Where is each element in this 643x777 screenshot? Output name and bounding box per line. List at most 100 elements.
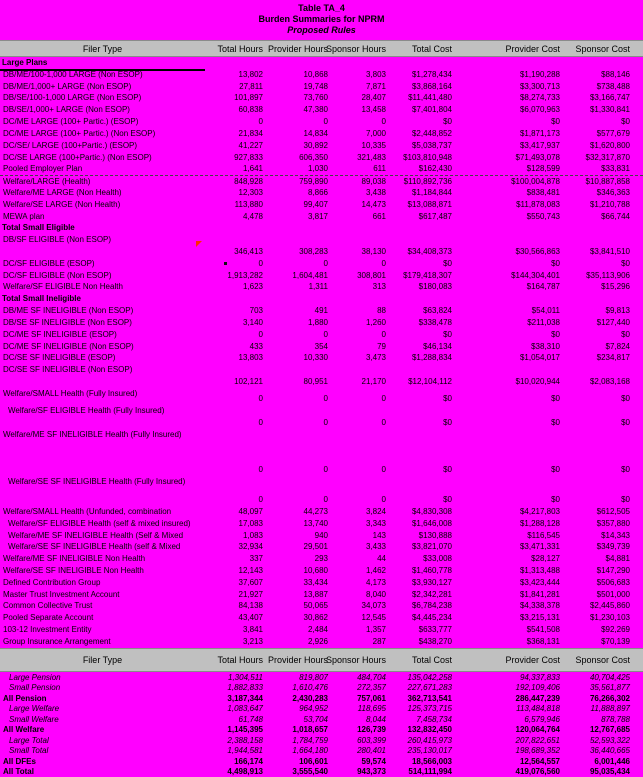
cell-value[interactable]: $738,488 bbox=[596, 81, 630, 91]
summary-cell-value[interactable]: 603,399 bbox=[357, 735, 386, 745]
cell-value[interactable]: 293 bbox=[314, 554, 328, 564]
summary-cell-value[interactable]: 878,788 bbox=[601, 714, 630, 724]
cell-value[interactable]: $10,887,858 bbox=[585, 177, 631, 187]
summary-cell-value[interactable]: 95,035,434 bbox=[589, 767, 630, 777]
cell-value[interactable]: $66,744 bbox=[601, 211, 630, 221]
cell-value[interactable]: $10,020,944 bbox=[515, 376, 561, 386]
cell-value[interactable]: 0 bbox=[323, 494, 328, 504]
cell-value[interactable]: $4,217,803 bbox=[519, 506, 560, 516]
summary-cell-value[interactable]: 12,564,557 bbox=[519, 756, 560, 766]
cell-value[interactable]: 0 bbox=[323, 418, 328, 428]
cell-value[interactable]: 60,838 bbox=[238, 105, 263, 115]
cell-value[interactable]: 0 bbox=[258, 418, 263, 428]
cell-value[interactable]: $30,566,863 bbox=[515, 246, 561, 256]
cell-value[interactable]: 1,260 bbox=[365, 317, 386, 327]
row-label[interactable]: DB/ME SF INELIGIBLE (Non ESOP) bbox=[3, 306, 134, 316]
cell-value[interactable]: $4,830,308 bbox=[411, 506, 452, 516]
summary-cell-value[interactable]: 2,430,283 bbox=[292, 693, 328, 703]
cell-value[interactable]: $1,841,281 bbox=[519, 589, 560, 599]
cell-value[interactable]: $0 bbox=[551, 418, 560, 428]
cell-value[interactable]: $0 bbox=[621, 465, 630, 475]
cell-value[interactable]: $3,821,070 bbox=[411, 542, 452, 552]
summary-cell-value[interactable]: 118,695 bbox=[357, 704, 386, 714]
cell-value[interactable]: 47,380 bbox=[303, 105, 328, 115]
row-label[interactable]: Welfare/ME SF INELIGIBLE Health (Fully I… bbox=[3, 430, 182, 440]
summary-cell-value[interactable]: 484,704 bbox=[357, 672, 386, 682]
cell-value[interactable]: 10,868 bbox=[303, 69, 328, 79]
cell-value[interactable]: 14,834 bbox=[303, 128, 328, 138]
cell-value[interactable]: $92,269 bbox=[601, 625, 630, 635]
cell-value[interactable]: $0 bbox=[551, 494, 560, 504]
cell-value[interactable]: 0 bbox=[323, 394, 328, 404]
summary-row-label[interactable]: All DFEs bbox=[3, 756, 36, 766]
cell-value[interactable]: 354 bbox=[314, 341, 328, 351]
cell-value[interactable]: 17,083 bbox=[238, 518, 263, 528]
cell-value[interactable]: 0 bbox=[323, 329, 328, 339]
summary-cell-value[interactable]: 1,882,833 bbox=[227, 683, 263, 693]
cell-value[interactable]: 346,413 bbox=[234, 246, 263, 256]
cell-value[interactable]: 0 bbox=[381, 465, 386, 475]
cell-value[interactable]: 99,407 bbox=[303, 199, 328, 209]
cell-value[interactable]: 10,680 bbox=[303, 565, 328, 575]
cell-value[interactable]: 80,951 bbox=[303, 376, 328, 386]
cell-value[interactable]: $0 bbox=[621, 494, 630, 504]
cell-value[interactable]: $3,423,444 bbox=[519, 577, 560, 587]
cell-value[interactable]: 2,926 bbox=[307, 636, 328, 646]
row-label[interactable]: DB/ME/1,000+ LARGE (Non ESOP) bbox=[3, 81, 132, 91]
cell-value[interactable]: 3,817 bbox=[307, 211, 328, 221]
cell-value[interactable]: 321,483 bbox=[357, 152, 386, 162]
cell-value[interactable]: 1,623 bbox=[242, 282, 263, 292]
summary-cell-value[interactable]: 132,832,450 bbox=[407, 725, 453, 735]
cell-value[interactable]: $0 bbox=[621, 394, 630, 404]
summary-cell-value[interactable]: 18,566,003 bbox=[411, 756, 452, 766]
summary-cell-value[interactable]: 61,748 bbox=[238, 714, 263, 724]
summary-row-label[interactable]: All Welfare bbox=[3, 725, 45, 735]
cell-value[interactable]: 7,871 bbox=[365, 81, 386, 91]
cell-value[interactable]: 48,097 bbox=[238, 506, 263, 516]
cell-value[interactable]: 3,343 bbox=[365, 518, 386, 528]
cell-value[interactable]: $838,481 bbox=[526, 187, 560, 197]
cell-value[interactable]: $0 bbox=[443, 465, 452, 475]
cell-value[interactable]: 0 bbox=[381, 394, 386, 404]
row-label[interactable]: Total Small Eligible bbox=[2, 223, 75, 233]
cell-value[interactable]: 88 bbox=[377, 306, 386, 316]
cell-value[interactable]: 28,407 bbox=[361, 93, 386, 103]
cell-value[interactable]: 0 bbox=[381, 329, 386, 339]
cell-value[interactable]: 73,760 bbox=[303, 93, 328, 103]
summary-cell-value[interactable]: 1,018,657 bbox=[292, 725, 328, 735]
summary-row-label[interactable]: Large Welfare bbox=[9, 704, 60, 714]
summary-cell-value[interactable]: 362,713,541 bbox=[407, 693, 453, 703]
cell-value[interactable]: 927,833 bbox=[234, 152, 263, 162]
row-label[interactable]: Defined Contribution Group bbox=[3, 577, 101, 587]
summary-cell-value[interactable]: 514,111,994 bbox=[408, 767, 452, 777]
cell-value[interactable]: $127,440 bbox=[596, 317, 630, 327]
cell-value[interactable]: $3,166,747 bbox=[589, 93, 630, 103]
summary-cell-value[interactable]: 1,083,647 bbox=[227, 704, 263, 714]
summary-cell-value[interactable]: 120,064,764 bbox=[515, 725, 561, 735]
summary-cell-value[interactable]: 198,689,352 bbox=[515, 746, 561, 756]
cell-value[interactable]: 44,273 bbox=[303, 506, 328, 516]
cell-value[interactable]: $5,038,737 bbox=[411, 140, 452, 150]
cell-value[interactable]: $1,288,834 bbox=[411, 353, 452, 363]
row-label[interactable]: Welfare/SE SF INELIGIBLE Health (self & … bbox=[8, 542, 181, 552]
cell-value[interactable]: $28,127 bbox=[531, 554, 560, 564]
cell-value[interactable]: $11,878,083 bbox=[516, 199, 560, 209]
cell-value[interactable]: 10,330 bbox=[303, 353, 328, 363]
cell-value[interactable]: $164,787 bbox=[526, 282, 560, 292]
cell-value[interactable]: 38,130 bbox=[361, 246, 386, 256]
row-label[interactable]: MEWA plan bbox=[3, 211, 45, 221]
cell-value[interactable]: $577,679 bbox=[596, 128, 630, 138]
cell-value[interactable]: 113,880 bbox=[234, 199, 263, 209]
cell-value[interactable]: 13,802 bbox=[238, 69, 263, 79]
summary-cell-value[interactable]: 943,373 bbox=[357, 767, 386, 777]
summary-row-label[interactable]: Small Welfare bbox=[9, 714, 59, 724]
cell-value[interactable]: 10,335 bbox=[361, 140, 386, 150]
summary-row-label[interactable]: Large Total bbox=[9, 735, 49, 745]
cell-value[interactable]: 0 bbox=[381, 494, 386, 504]
cell-value[interactable]: $4,881 bbox=[605, 554, 630, 564]
cell-value[interactable]: $54,011 bbox=[531, 306, 560, 316]
cell-value[interactable]: $0 bbox=[551, 258, 560, 268]
summary-cell-value[interactable]: 135,042,258 bbox=[407, 672, 453, 682]
cell-value[interactable]: $2,448,852 bbox=[411, 128, 452, 138]
cell-value[interactable]: 1,641 bbox=[242, 164, 263, 174]
